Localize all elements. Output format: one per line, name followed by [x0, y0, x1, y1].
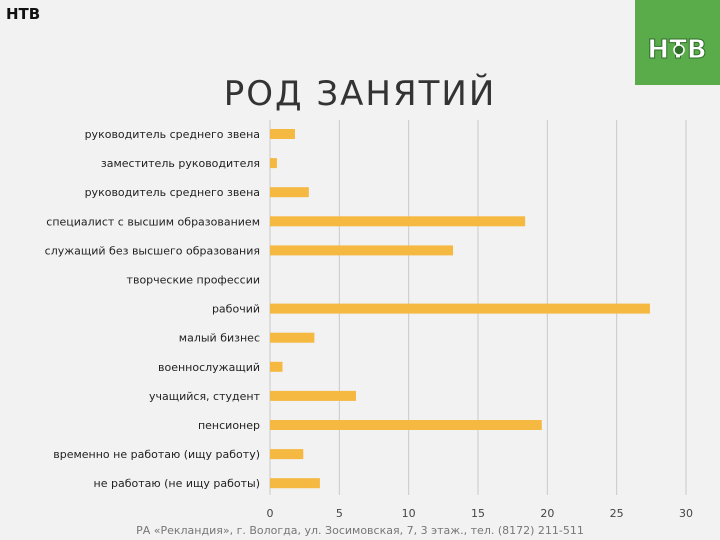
ntv-logo-icon: НТВ [647, 35, 707, 66]
bar [270, 303, 650, 314]
bar [270, 449, 304, 460]
bar [270, 129, 295, 139]
bar [270, 361, 283, 372]
ntv-logo: НТВ [635, 0, 720, 85]
bar [270, 216, 526, 227]
corner-label: НТВ [6, 5, 41, 23]
bar [270, 420, 542, 430]
category-label: рабочий [212, 303, 260, 316]
x-tick-label: 25 [610, 507, 624, 520]
bar [270, 332, 315, 343]
category-label: военнослужащий [158, 361, 260, 374]
category-label: учащийся, студент [149, 390, 261, 403]
category-label: малый бизнес [179, 332, 260, 345]
bar [270, 187, 309, 198]
x-tick-label: 30 [679, 507, 693, 520]
bars [270, 129, 650, 489]
bar [270, 390, 356, 401]
bar [270, 478, 320, 489]
x-tick-label: 20 [540, 507, 554, 520]
footer-text: РА «Рекландия», г. Вологда, ул. Зосимовс… [136, 524, 584, 537]
page-title: РОД ЗАНЯТИЙ [223, 74, 497, 114]
category-label: служащий без высшего образования [45, 244, 260, 257]
category-labels: руководитель среднего звена заместитель р… [45, 128, 261, 490]
category-label: временно не работаю (ищу работу) [53, 448, 260, 461]
category-label: творческие профессии [127, 274, 260, 287]
x-tick-label: 10 [402, 507, 416, 520]
x-tick-label: 15 [471, 507, 485, 520]
category-label: заместитель руководителя [101, 157, 260, 170]
category-label: специалист с высшим образованием [46, 215, 260, 228]
bar [270, 158, 277, 169]
category-label: руководитель среднего звена [85, 128, 260, 141]
category-label: пенсионер [198, 419, 260, 432]
bar [270, 245, 454, 256]
x-tick-label: 5 [336, 507, 343, 520]
category-label: руководитель среднего звена [85, 186, 260, 199]
category-label: не работаю (не ищу работы) [94, 477, 260, 490]
x-tick-labels: 0 5 10 15 20 25 30 [267, 507, 694, 520]
x-tick-label: 0 [267, 507, 274, 520]
logo-dot [673, 44, 685, 56]
